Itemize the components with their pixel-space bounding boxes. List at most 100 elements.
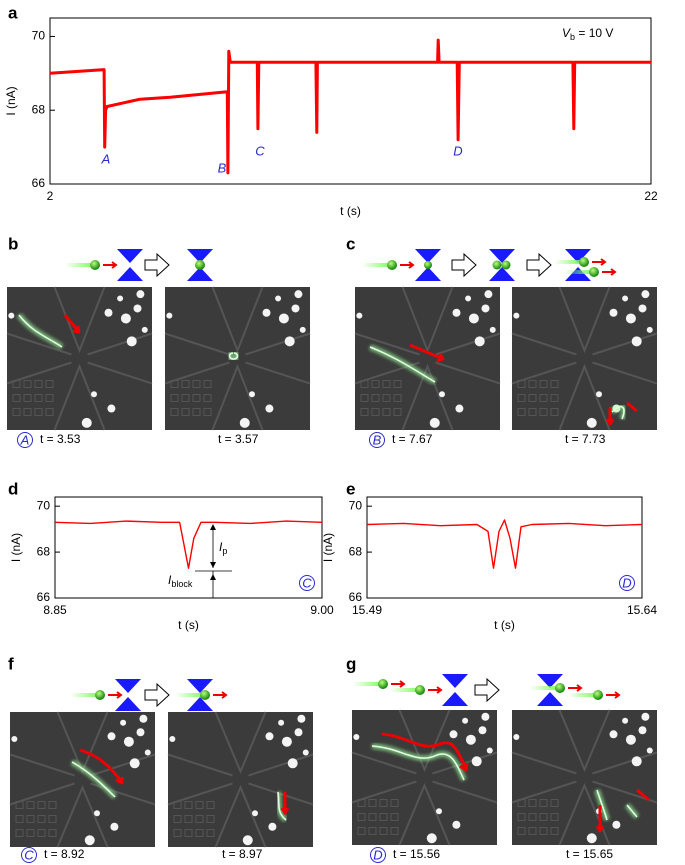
event-label: D bbox=[453, 143, 462, 158]
bead bbox=[641, 712, 650, 721]
event-label: B bbox=[218, 160, 227, 175]
pad bbox=[37, 801, 46, 809]
bead bbox=[478, 726, 487, 735]
pad bbox=[192, 394, 201, 402]
electrode-outline bbox=[9, 711, 156, 848]
pad bbox=[23, 380, 32, 388]
red-arrow bbox=[63, 314, 81, 334]
particle bbox=[415, 685, 425, 695]
pad bbox=[360, 394, 369, 402]
pad bbox=[203, 380, 212, 388]
bead bbox=[278, 313, 289, 324]
panel-label: c bbox=[346, 234, 355, 253]
nanogap bbox=[537, 674, 563, 706]
pad bbox=[539, 799, 548, 807]
bead bbox=[133, 304, 142, 313]
bead bbox=[144, 749, 151, 756]
bead bbox=[612, 820, 621, 829]
pad bbox=[23, 394, 32, 402]
bead bbox=[123, 736, 134, 747]
pad bbox=[173, 829, 182, 837]
bead bbox=[468, 313, 479, 324]
bead bbox=[136, 728, 145, 737]
particle bbox=[200, 690, 210, 700]
bead bbox=[262, 308, 271, 317]
pad bbox=[203, 408, 212, 416]
panel-label: a bbox=[8, 3, 18, 22]
step-arrow bbox=[451, 252, 477, 278]
particle-tail bbox=[564, 270, 590, 274]
micrograph bbox=[9, 711, 156, 848]
bead bbox=[631, 336, 642, 347]
micrograph-bg bbox=[352, 710, 497, 845]
x-tick-label: 8.85 bbox=[43, 603, 67, 617]
bead bbox=[104, 308, 113, 317]
bead bbox=[291, 304, 300, 313]
annotation-sub: block bbox=[171, 579, 193, 589]
pad bbox=[517, 408, 526, 416]
pad bbox=[517, 827, 526, 835]
pad bbox=[45, 394, 54, 402]
bead bbox=[439, 391, 445, 398]
pad bbox=[539, 394, 548, 402]
pad bbox=[34, 408, 43, 416]
micrograph-caption: t = 15.65 bbox=[566, 847, 613, 861]
bead bbox=[302, 749, 309, 756]
red-arrow bbox=[79, 748, 124, 785]
pad bbox=[48, 829, 57, 837]
bead bbox=[91, 391, 97, 398]
panel-label: f bbox=[8, 654, 14, 673]
bead bbox=[481, 712, 490, 721]
bead bbox=[11, 736, 18, 742]
bead bbox=[622, 717, 629, 724]
particle bbox=[387, 260, 397, 270]
step-arrow bbox=[526, 252, 552, 278]
bead bbox=[126, 336, 137, 347]
bead bbox=[449, 730, 458, 739]
motion-arrow bbox=[400, 261, 415, 269]
marker-circle bbox=[21, 847, 37, 863]
pad bbox=[15, 829, 24, 837]
pad bbox=[15, 801, 24, 809]
marker-letter: D bbox=[622, 575, 631, 590]
micrograph-bg bbox=[168, 712, 313, 847]
pad bbox=[379, 813, 388, 821]
bead bbox=[297, 714, 306, 723]
micrograph-bg bbox=[7, 287, 152, 430]
nanogap bbox=[117, 249, 143, 281]
bead bbox=[294, 290, 303, 299]
pad bbox=[539, 813, 548, 821]
micrograph-caption: t = 15.56 bbox=[393, 847, 440, 861]
plot-frame bbox=[54, 496, 323, 599]
pad bbox=[184, 815, 193, 823]
nanogap bbox=[115, 679, 141, 711]
pad bbox=[517, 813, 526, 821]
bead bbox=[265, 732, 274, 741]
pad bbox=[26, 829, 35, 837]
y-tick-label: 70 bbox=[37, 498, 51, 512]
bead bbox=[252, 810, 258, 817]
bead bbox=[622, 295, 629, 302]
pad bbox=[26, 801, 35, 809]
pad bbox=[23, 408, 32, 416]
micrograph-bg bbox=[512, 710, 657, 845]
micrograph bbox=[511, 286, 658, 431]
event-label: C bbox=[255, 143, 265, 158]
marker-letter: C bbox=[302, 575, 312, 590]
bead bbox=[609, 308, 618, 317]
pad bbox=[195, 829, 204, 837]
pad bbox=[45, 408, 54, 416]
bead bbox=[465, 295, 472, 302]
particle bbox=[501, 260, 511, 270]
pad bbox=[379, 799, 388, 807]
micrograph bbox=[6, 286, 153, 431]
particle bbox=[95, 690, 105, 700]
particle-tail bbox=[390, 688, 416, 692]
micrograph bbox=[511, 709, 658, 846]
x-axis-label: t (s) bbox=[494, 618, 515, 632]
trajectory bbox=[228, 352, 239, 360]
trajectory bbox=[71, 761, 116, 798]
pad bbox=[550, 827, 559, 835]
y-tick-label: 68 bbox=[37, 544, 51, 558]
bead bbox=[586, 417, 597, 428]
